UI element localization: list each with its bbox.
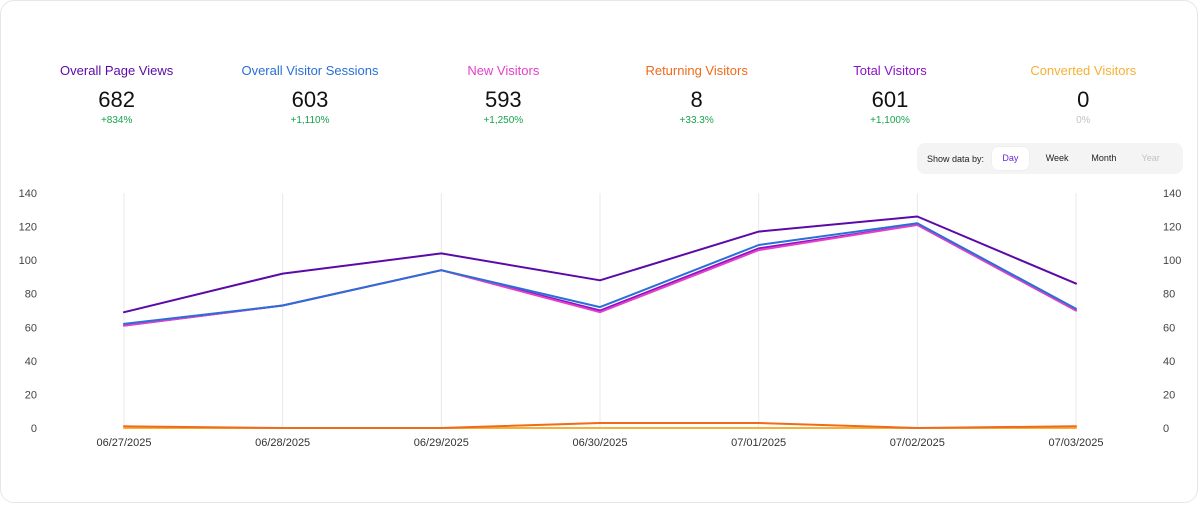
line-chart: 0 20 40 60 80 100 120 140 0 20 40 60 80 100 120 140 06…: [19, 188, 1182, 449]
stats-row: Overall Page Views 682 +834% Overall Vis…: [20, 62, 1180, 128]
y-tick-label-left: 80: [25, 289, 37, 301]
toggle-option-day[interactable]: Day: [992, 147, 1029, 170]
y-axis-right: 0 20 40 60 80 100 120 140: [1163, 188, 1181, 435]
y-tick-label-left: 20: [25, 389, 37, 401]
stat-value: 0: [1077, 87, 1090, 112]
stat-overall-page-views[interactable]: Overall Page Views 682 +834%: [20, 62, 213, 128]
stat-label: Overall Page Views: [60, 63, 174, 78]
y-tick-label-right: 60: [1163, 322, 1175, 334]
stat-change: +1,110%: [290, 115, 330, 126]
stat-value: 682: [98, 87, 136, 112]
stat-change: +33.3%: [679, 115, 714, 126]
series-line-overall-visitor-sessions[interactable]: [123, 222, 1077, 325]
stat-change: +1,250%: [483, 115, 524, 126]
x-tick-label: 07/03/2025: [1048, 437, 1103, 449]
y-tick-label-right: 40: [1163, 356, 1175, 368]
y-tick-label-left: 60: [25, 322, 37, 334]
y-tick-label-right: 0: [1163, 423, 1169, 435]
stat-value: 603: [291, 87, 329, 112]
stat-value: 8: [690, 87, 703, 112]
toggle-option-year: Year: [1141, 153, 1160, 163]
y-axis-left: 0 20 40 60 80 100 120 140: [19, 188, 37, 435]
x-tick-label: 06/29/2025: [414, 437, 469, 449]
stat-value: 593: [484, 87, 522, 112]
x-tick-label: 06/28/2025: [255, 437, 310, 449]
stat-returning-visitors[interactable]: Returning Visitors 8 +33.3%: [600, 62, 793, 128]
stat-change: 0%: [1076, 115, 1091, 126]
x-tick-label: 07/01/2025: [731, 437, 786, 449]
stat-change: +834%: [100, 115, 133, 126]
y-tick-label-right: 120: [1163, 222, 1181, 234]
stat-label: Total Visitors: [853, 63, 927, 78]
stat-value: 601: [871, 87, 909, 112]
x-tick-label: 07/02/2025: [890, 437, 945, 449]
stat-overall-visitor-sessions[interactable]: Overall Visitor Sessions 603 +1,110%: [213, 62, 406, 128]
stat-label: Converted Visitors: [1030, 63, 1137, 78]
y-tick-label-left: 140: [19, 188, 37, 200]
series-line-overall-page-views[interactable]: [123, 215, 1077, 314]
stat-converted-visitors[interactable]: Converted Visitors 0 0%: [987, 62, 1180, 128]
y-tick-label-right: 20: [1163, 389, 1175, 401]
x-tick-label: 06/30/2025: [572, 437, 627, 449]
x-tick-label: 06/27/2025: [96, 437, 151, 449]
stat-label: Returning Visitors: [645, 63, 748, 78]
toggle-label: Show data by:: [927, 153, 985, 164]
toggle-option-month[interactable]: Month: [1091, 153, 1117, 163]
stat-label: New Visitors: [467, 63, 540, 78]
y-tick-label-left: 120: [19, 222, 37, 234]
y-tick-label-left: 100: [19, 255, 37, 267]
stat-new-visitors[interactable]: New Visitors 593 +1,250%: [407, 62, 600, 128]
show-data-by-toggle: Show data by: Day Week Month Year: [917, 143, 1183, 174]
y-tick-label-left: 40: [25, 356, 37, 368]
series-line-returning-visitors[interactable]: [123, 422, 1077, 429]
toggle-option-week[interactable]: Week: [1045, 153, 1069, 163]
y-tick-label-right: 80: [1163, 289, 1175, 301]
stat-total-visitors[interactable]: Total Visitors 601 +1,100%: [793, 62, 986, 128]
stat-label: Overall Visitor Sessions: [241, 63, 379, 78]
y-tick-label-right: 100: [1163, 255, 1181, 267]
y-tick-label-left: 0: [31, 423, 37, 435]
stat-change: +1,100%: [870, 115, 910, 126]
chart-series: [123, 215, 1077, 429]
x-axis: 06/27/2025 06/28/2025 06/29/2025 06/30/2025…: [96, 437, 1103, 449]
y-tick-label-right: 140: [1163, 188, 1181, 200]
